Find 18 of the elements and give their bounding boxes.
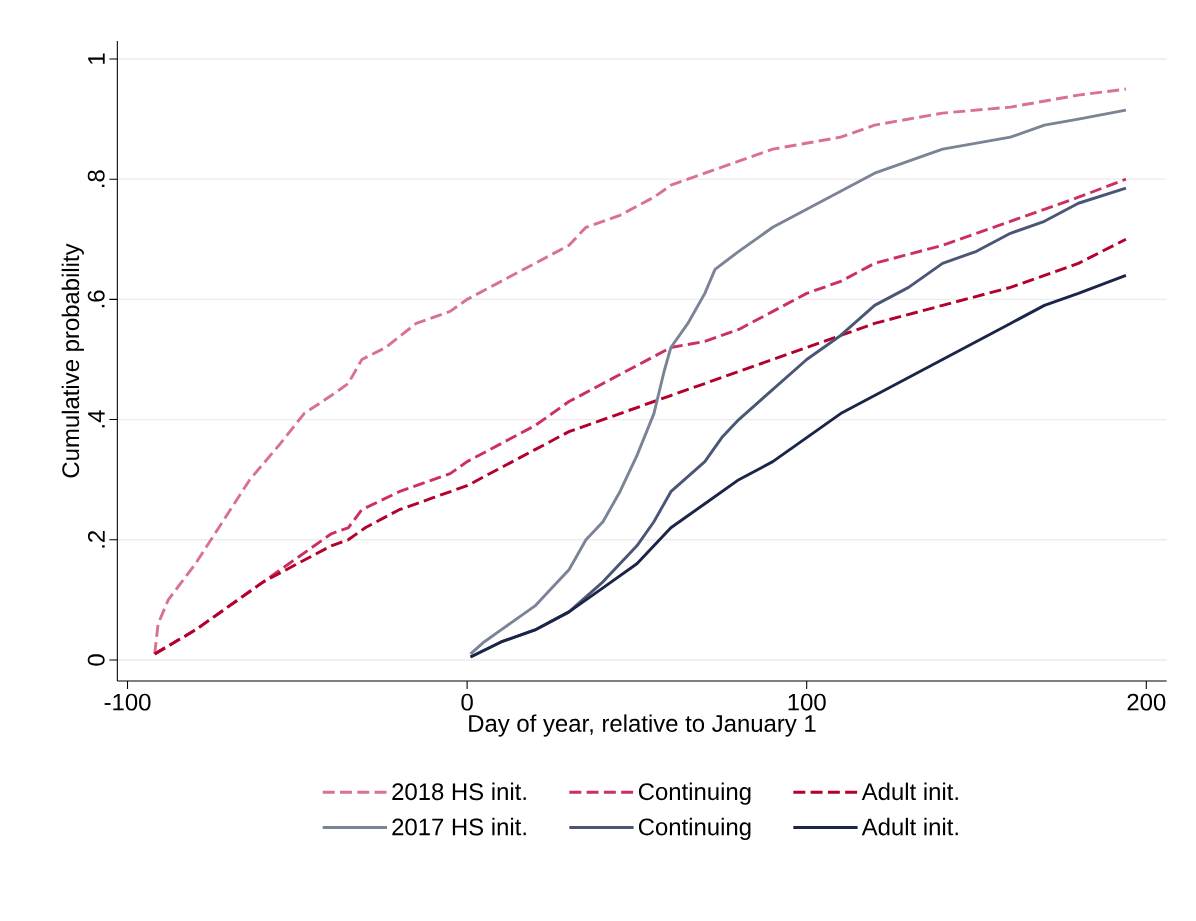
y-tick-label: .2 xyxy=(87,531,105,548)
legend-label: 2018 HS init. xyxy=(392,782,526,801)
y-tick-label: 0 xyxy=(87,654,105,666)
legend-label: Adult init. xyxy=(861,782,958,801)
legend-label: Continuing xyxy=(638,782,751,805)
y-tick-label: .8 xyxy=(87,170,105,187)
y-axis-title: Cumulative probability xyxy=(61,243,84,478)
y-tick-label: .6 xyxy=(87,290,105,308)
y-tick-label: 1 xyxy=(88,53,105,64)
legend-label: Continuing xyxy=(638,817,751,841)
x-tick-label: 0 xyxy=(461,693,473,711)
y-tick-label: .4 xyxy=(88,410,105,428)
x-tick-label: 100 xyxy=(788,693,826,711)
x-axis-title: Day of year, relative to January 1 xyxy=(469,714,816,737)
x-tick-label: 200 xyxy=(1127,693,1166,711)
legend-label: Adult init. xyxy=(861,817,958,836)
legend-label: 2017 HS init. xyxy=(392,817,526,836)
x-tick-label: -100 xyxy=(104,693,151,711)
